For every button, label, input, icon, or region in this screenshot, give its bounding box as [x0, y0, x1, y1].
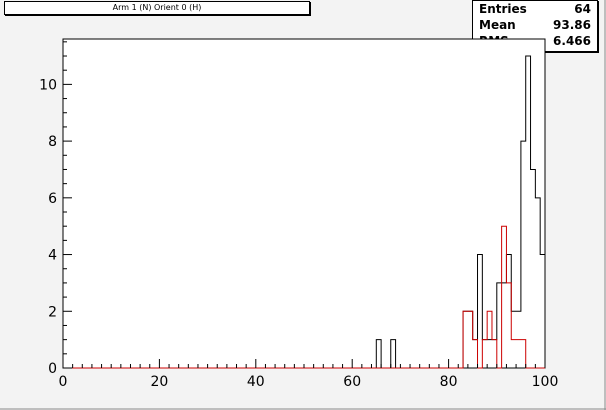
y-tick-label: 4	[48, 248, 57, 264]
y-tick-label: 10	[39, 77, 57, 93]
stat-mean-value: 93.86	[553, 18, 591, 32]
stat-mean-label: Mean	[479, 18, 516, 32]
histogram-title: Arm 1 (N) Orient 0 (H)	[4, 1, 310, 15]
stat-rms-value: 6.466	[553, 34, 591, 48]
stat-entries-value: 64	[574, 2, 591, 16]
y-tick-label: 2	[48, 304, 57, 320]
y-tick-label: 8	[48, 134, 57, 150]
histogram-series-1	[63, 225, 545, 369]
stat-entries-label: Entries	[479, 2, 527, 16]
stat-mean: Mean 93.86	[479, 17, 591, 33]
x-tick-label: 60	[343, 374, 361, 390]
x-tick-label: 0	[59, 374, 68, 390]
x-tick-label: 20	[150, 374, 168, 390]
x-tick-label: 100	[532, 374, 559, 390]
y-tick-label: 6	[48, 191, 57, 207]
y-tick-label: 0	[48, 361, 57, 377]
plot-area	[63, 39, 545, 368]
x-tick-label: 80	[440, 374, 458, 390]
stat-entries: Entries 64	[479, 1, 591, 17]
x-tick-label: 40	[247, 374, 265, 390]
